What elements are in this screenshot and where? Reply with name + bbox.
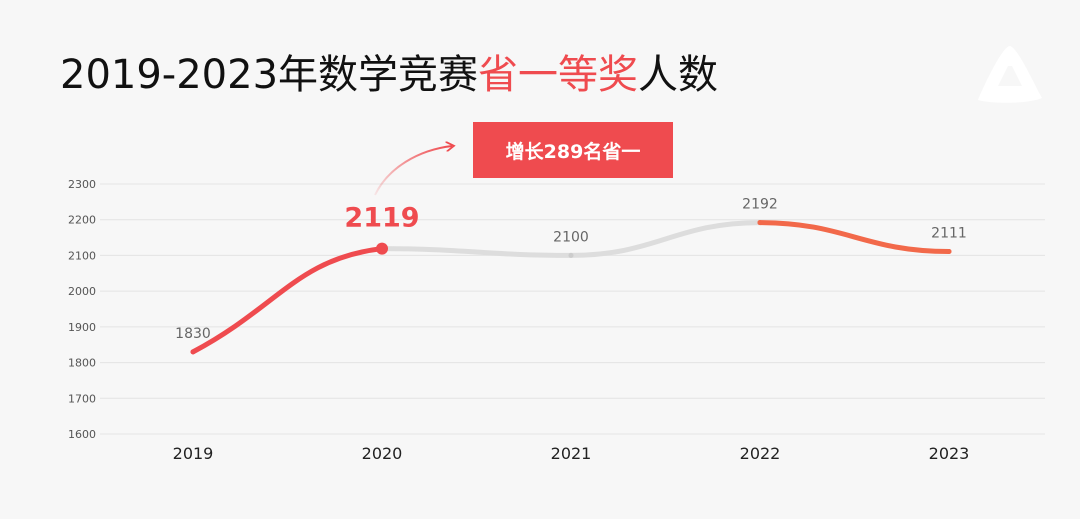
grid-layer (100, 183, 1045, 435)
y-tick-label: 2200 (68, 214, 96, 227)
title-highlight: 省一等奖 (478, 52, 639, 98)
data-label-layer: 1830 2119 2100 2192 2111 (175, 197, 967, 342)
data-label: 1830 (175, 326, 211, 342)
series-line-segment (379, 246, 574, 258)
data-label-highlight: 2119 (344, 203, 419, 234)
growth-callout-badge: 增长289名省一 (473, 122, 673, 178)
y-tick-label: 1700 (68, 392, 96, 405)
brand-logo-icon (978, 46, 1042, 103)
point-layer (190, 220, 952, 355)
x-tick-label: 2021 (551, 444, 592, 463)
y-tick-label: 2300 (68, 178, 96, 191)
y-axis-ticks: 1600 1700 1800 1900 2000 2100 2200 2300 (68, 178, 96, 441)
y-tick-label: 2100 (68, 249, 96, 262)
series-line-segment (757, 220, 952, 254)
x-axis-ticks: 2019 2020 2021 2022 2023 (173, 444, 970, 463)
y-tick-label: 1900 (68, 321, 96, 334)
y-tick-label: 1600 (68, 428, 96, 441)
callout-arrow-icon (374, 146, 452, 196)
data-point (757, 220, 763, 226)
title-prefix: 2019-2023年数学竞赛 (60, 52, 479, 98)
series-line-segment (568, 220, 763, 258)
series-layer (190, 220, 952, 355)
data-point-highlight (376, 242, 388, 255)
x-tick-label: 2019 (173, 444, 214, 463)
y-tick-label: 2000 (68, 285, 96, 298)
data-point (568, 252, 574, 258)
title-suffix: 人数 (638, 52, 719, 98)
series-line-segment (190, 246, 385, 355)
x-tick-label: 2023 (929, 444, 970, 463)
data-point (190, 349, 196, 355)
data-label: 2192 (742, 197, 778, 213)
y-tick-label: 1800 (68, 357, 96, 370)
x-tick-label: 2022 (740, 444, 781, 463)
data-point (946, 249, 952, 254)
data-label: 2100 (553, 229, 589, 245)
x-tick-label: 2020 (362, 444, 403, 463)
page-title: 2019-2023年数学竞赛省一等奖人数 (60, 52, 718, 98)
data-label: 2111 (931, 226, 967, 242)
